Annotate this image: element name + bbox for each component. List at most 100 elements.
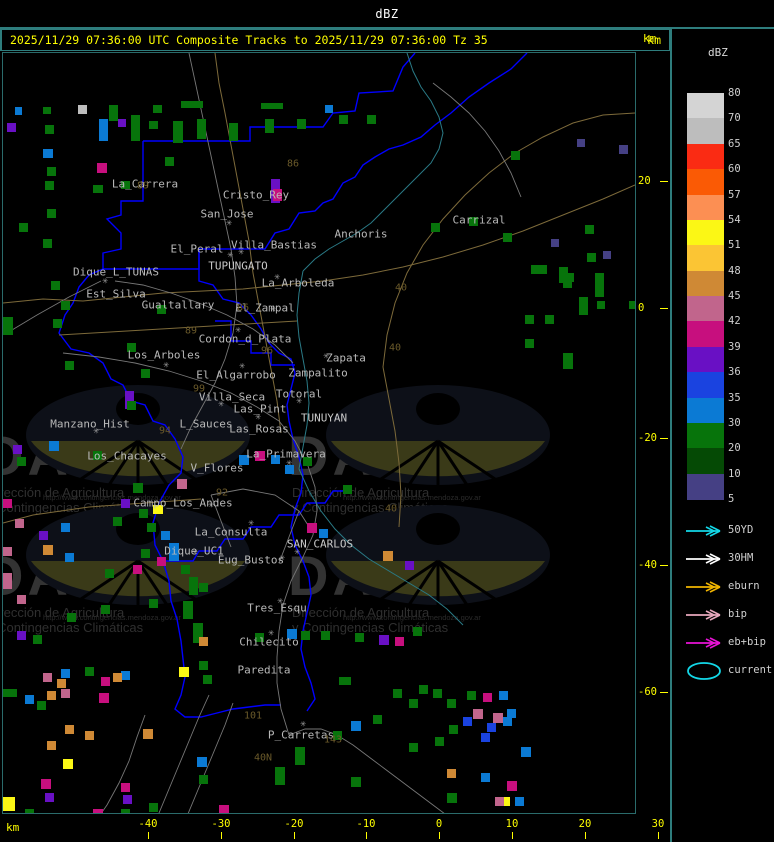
colorbar-band[interactable] xyxy=(687,143,724,170)
radar-echo-cell xyxy=(43,107,51,114)
vector-legend-label: eb+bip xyxy=(728,636,766,648)
radar-echo-cell xyxy=(255,451,265,461)
radar-echo-cell xyxy=(405,561,414,570)
road-label: 101 xyxy=(243,710,263,722)
road-label: 86 xyxy=(236,302,250,314)
radar-echo-cell xyxy=(419,685,428,694)
place-label: Las_Rosas xyxy=(229,422,289,436)
radar-echo-cell xyxy=(47,167,56,176)
place-label: V_Flores xyxy=(190,461,244,475)
x-axis-tick-label: 10 xyxy=(505,818,519,830)
place-marker-icon: ✳ xyxy=(237,246,245,258)
radar-echo-cell xyxy=(261,103,283,109)
colorbar[interactable] xyxy=(687,93,724,500)
radar-echo-cell xyxy=(319,529,328,538)
radar-echo-cell xyxy=(597,301,605,309)
radar-echo-cell xyxy=(525,339,534,348)
road-label: 89 xyxy=(136,180,150,192)
colorbar-band[interactable] xyxy=(687,372,724,399)
place-label: Cordon_d_Plata xyxy=(198,332,292,346)
radar-echo-cell xyxy=(563,353,573,369)
radar-echo-cell xyxy=(67,613,76,622)
radar-echo-cell xyxy=(271,455,280,464)
radar-echo-cell xyxy=(123,795,132,804)
colorbar-band[interactable] xyxy=(687,473,724,500)
radar-echo-cell xyxy=(113,517,122,526)
colorbar-tick-label: 5 xyxy=(728,493,735,505)
x-axis: km -40-30-20-10010203040 xyxy=(0,816,737,842)
radar-echo-cell xyxy=(197,119,206,139)
radar-echo-cell xyxy=(121,809,130,813)
radar-echo-cell xyxy=(19,223,28,232)
x-axis-tick-mark xyxy=(148,832,149,839)
radar-echo-cell xyxy=(93,809,103,813)
road-label: 94 xyxy=(158,425,172,437)
x-axis-tick-mark xyxy=(658,832,659,839)
place-marker-icon: ✳ xyxy=(191,546,199,558)
radar-echo-cell xyxy=(147,523,156,532)
place-label: Los_Chacayes xyxy=(87,449,167,463)
radar-echo-cell xyxy=(603,251,611,259)
colorbar-tick-label: 39 xyxy=(728,340,741,353)
colorbar-band[interactable] xyxy=(687,219,724,246)
colorbar-band[interactable] xyxy=(687,296,724,322)
radar-echo-cell xyxy=(563,279,572,288)
radar-echo-cell xyxy=(499,691,508,700)
radar-echo-cell xyxy=(3,547,12,556)
radar-echo-cell xyxy=(355,633,364,642)
radar-echo-cell xyxy=(39,531,48,540)
colorbar-band[interactable] xyxy=(687,270,724,297)
radar-echo-cell xyxy=(17,595,26,604)
place-label: Totoral xyxy=(275,387,323,401)
radar-echo-cell xyxy=(507,781,517,791)
colorbar-band[interactable] xyxy=(687,397,724,424)
colorbar-band[interactable] xyxy=(687,448,724,475)
radar-echo-cell xyxy=(43,239,52,248)
product-timestamp: 2025/11/29 07:36:00 UTC Composite Tracks… xyxy=(10,33,488,47)
y-axis-unit-label: km xyxy=(643,32,657,45)
radar-echo-cell xyxy=(559,267,568,283)
radar-echo-cell xyxy=(501,797,510,806)
place-label: Dique_UC1 xyxy=(164,544,224,558)
radar-echo-cell xyxy=(183,601,193,619)
radar-echo-cell xyxy=(503,717,512,726)
radar-echo-cell xyxy=(393,689,402,698)
radar-echo-cell xyxy=(7,123,16,132)
place-marker-icon: ✳ xyxy=(322,350,330,362)
colorbar-band[interactable] xyxy=(687,118,724,145)
radar-echo-cell xyxy=(383,551,393,561)
colorbar-band[interactable] xyxy=(687,245,724,272)
radar-echo-cell xyxy=(133,565,142,574)
road-label: 40 xyxy=(384,503,398,515)
y-axis-tick-label: 0 xyxy=(638,302,645,314)
radar-echo-cell xyxy=(43,673,52,682)
x-axis-tick-mark xyxy=(585,832,586,839)
colorbar-band[interactable] xyxy=(687,93,724,119)
radar-echo-cell xyxy=(577,139,585,147)
colorbar-band[interactable] xyxy=(687,422,724,449)
colorbar-band[interactable] xyxy=(687,321,724,348)
radar-echo-cell xyxy=(45,793,54,802)
radar-echo-cell xyxy=(325,105,333,113)
y-axis-tick-mark xyxy=(660,438,668,439)
colorbar-band[interactable] xyxy=(687,346,724,373)
radar-echo-cell xyxy=(149,599,158,608)
place-marker-icon: ✳ xyxy=(225,217,233,229)
radar-echo-cell xyxy=(265,119,274,133)
radar-echo-cell xyxy=(565,273,574,282)
colorbar-tick-label: 48 xyxy=(728,264,741,277)
colorbar-band[interactable] xyxy=(687,194,724,221)
radar-echo-cell xyxy=(255,633,264,642)
radar-echo-cell xyxy=(585,225,594,234)
vector-legend-label: eburn xyxy=(728,580,760,592)
colorbar-band[interactable] xyxy=(687,169,724,196)
radar-echo-cell xyxy=(113,673,122,682)
radar-echo-cell xyxy=(53,319,62,328)
radar-echo-cell xyxy=(41,779,51,789)
radar-echo-cell xyxy=(193,623,203,643)
place-label: Paredita xyxy=(237,663,291,677)
radar-echo-cell xyxy=(511,151,520,160)
radar-echo-cell xyxy=(157,557,166,566)
radar-echo-cell xyxy=(25,695,34,704)
